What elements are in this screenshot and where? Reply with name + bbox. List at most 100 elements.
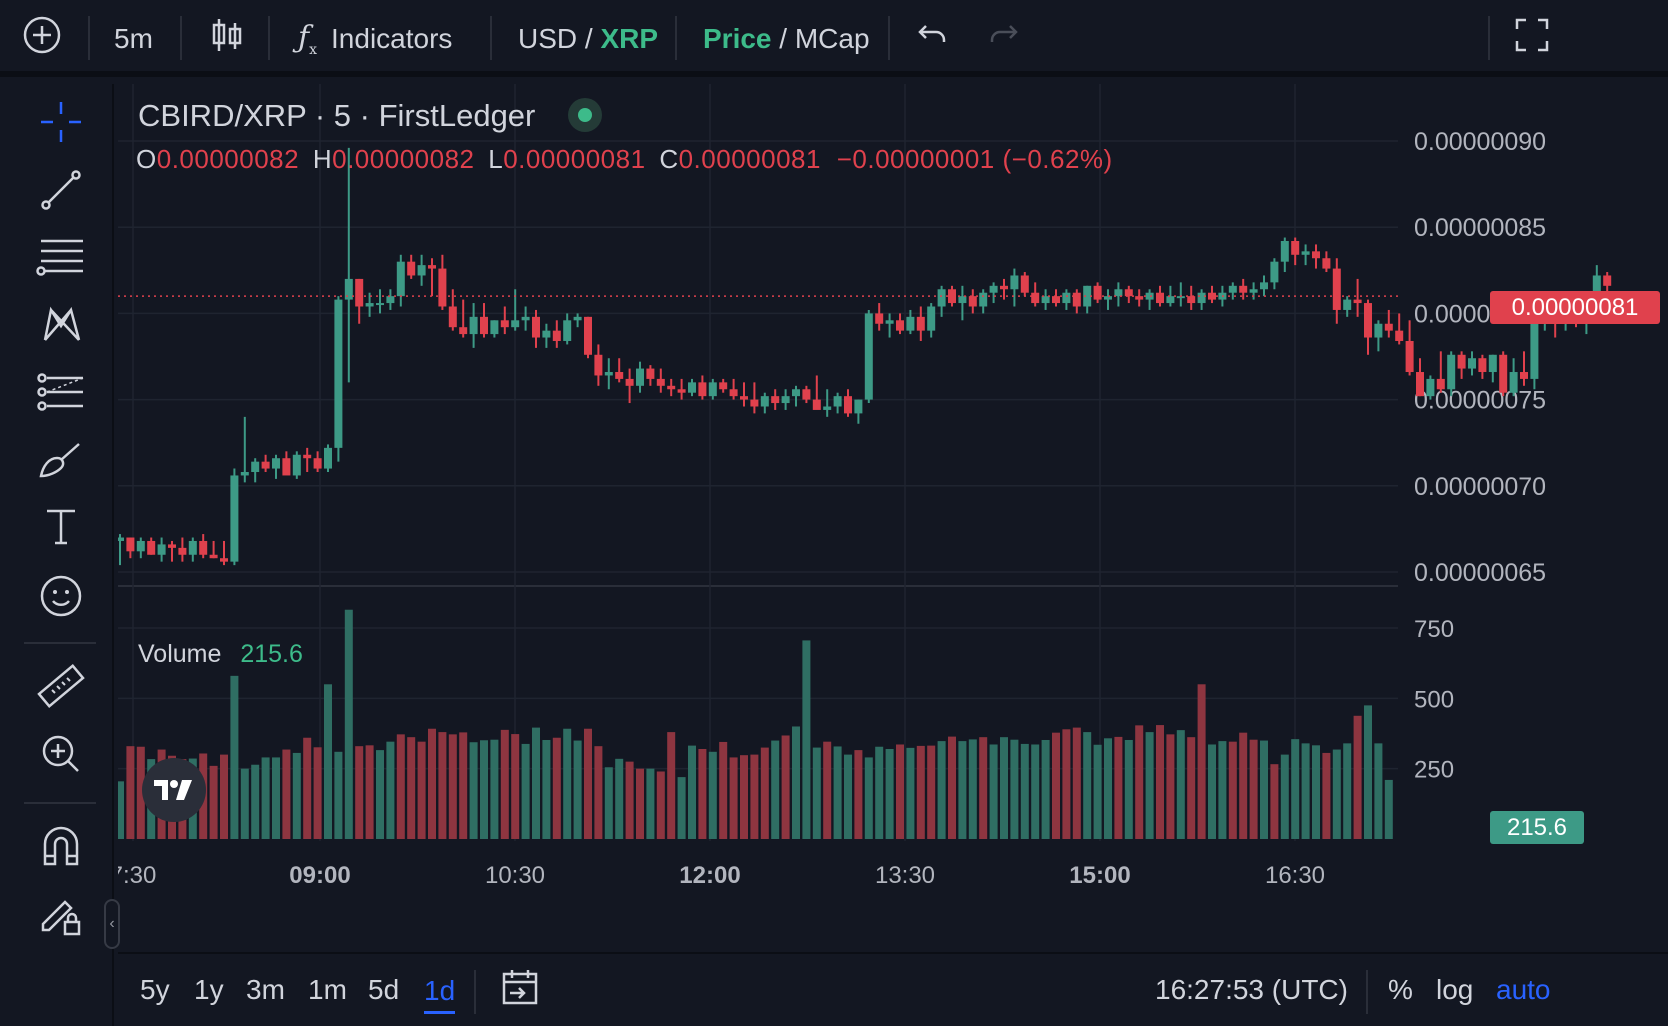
interval-button[interactable]: 5m	[114, 0, 153, 77]
last-price-tag: 0.00000081	[1490, 291, 1660, 324]
range-3m-button[interactable]: 3m	[246, 954, 285, 1026]
toolbar-divider	[888, 16, 890, 60]
volume-bar	[740, 755, 748, 839]
change-value: −0.00000001 (−0.62%)	[836, 144, 1113, 174]
candle-body	[1405, 340, 1414, 373]
candle-body	[1416, 372, 1424, 397]
volume-bar	[324, 684, 332, 839]
volume-bar	[906, 747, 915, 839]
chart-area[interactable]: 0.00000090 0.00000085 0.00000080 0.00000075…	[110, 84, 1668, 952]
candle-body	[896, 320, 904, 331]
volume-bar	[854, 750, 863, 839]
lock-drawings-tool[interactable]	[28, 886, 94, 946]
range-1d-button[interactable]: 1d	[424, 954, 456, 1026]
volume-bar	[1322, 752, 1331, 839]
candle-body	[1020, 275, 1029, 293]
candle-body	[1488, 354, 1497, 373]
volume-bar	[542, 739, 551, 839]
volume-bar	[490, 739, 499, 839]
prediction-tool[interactable]	[28, 364, 94, 424]
volume-bar	[386, 741, 395, 839]
volume-bar	[636, 768, 644, 839]
volume-bar	[459, 732, 468, 839]
goto-date-button[interactable]	[500, 954, 540, 1026]
candle-body	[1135, 296, 1144, 300]
range-5d-button[interactable]: 5d	[368, 954, 399, 1026]
candle-body	[532, 316, 540, 338]
zoom-tool[interactable]	[28, 726, 94, 786]
candle-body	[1124, 289, 1133, 297]
trendline-icon	[37, 166, 85, 219]
volume-bar	[1301, 743, 1310, 839]
undo-button[interactable]	[916, 0, 950, 77]
redo-button[interactable]	[986, 0, 1020, 77]
volume-bar	[1114, 736, 1123, 839]
emoji-tool[interactable]	[28, 568, 94, 628]
candle-body	[324, 447, 332, 469]
volume-bar	[1270, 764, 1279, 839]
range-5y-button[interactable]: 5y	[140, 954, 170, 1026]
candle-body	[136, 540, 145, 552]
chart-canvas[interactable]: 0.000000900.000000850.000000800.00000075…	[110, 84, 1668, 952]
percent-toggle[interactable]: %	[1388, 954, 1413, 1026]
volume-bar	[1280, 754, 1289, 839]
time-axis-label: 12:00	[679, 862, 740, 889]
range-1y-button[interactable]: 1y	[194, 954, 224, 1026]
toolbar-divider	[490, 16, 492, 60]
collapse-toolbar-button[interactable]: ‹	[104, 899, 120, 949]
indicators-button[interactable]: ƒx Indicators	[298, 0, 452, 77]
candle-body	[864, 313, 873, 400]
volume-bar	[1218, 741, 1227, 839]
fullscreen-button[interactable]	[1514, 0, 1550, 77]
candle-body	[1509, 372, 1518, 393]
volume-bar	[646, 768, 655, 839]
ruler-tool[interactable]	[28, 658, 94, 718]
volume-bar	[802, 640, 811, 839]
candle-body	[927, 306, 936, 331]
candle-body	[906, 316, 915, 331]
add-symbol-button[interactable]	[22, 0, 62, 77]
volume-bar	[937, 741, 946, 839]
trendline-tool[interactable]	[28, 162, 94, 222]
clock-display[interactable]: 16:27:53 (UTC)	[1155, 954, 1348, 1026]
price-mcap-toggle[interactable]: Price / MCap	[703, 0, 870, 77]
volume-bar	[511, 734, 520, 839]
low-value: 0.00000081	[503, 144, 646, 174]
crosshair-tool[interactable]	[28, 94, 94, 154]
log-toggle[interactable]: log	[1436, 954, 1473, 1026]
volume-bar	[1062, 729, 1071, 839]
volume-bar	[292, 752, 301, 839]
auto-toggle[interactable]: auto	[1496, 954, 1551, 1026]
candle-body	[459, 327, 468, 335]
magnet-tool[interactable]	[28, 818, 94, 878]
currency-toggle[interactable]: USD / XRP	[518, 0, 658, 77]
volume-bar	[615, 758, 624, 839]
volume-bar	[719, 741, 728, 839]
crosshair-icon	[37, 98, 85, 151]
candle-body	[1478, 358, 1487, 373]
volume-bar	[677, 777, 686, 839]
text-tool[interactable]	[28, 499, 94, 559]
candle-body	[1260, 282, 1268, 290]
volume-bar	[1249, 739, 1258, 839]
volume-bar	[1343, 743, 1352, 839]
volume-bar	[240, 768, 249, 839]
candle-body	[802, 389, 811, 400]
volume-bar	[573, 740, 582, 839]
time-axis-label: 09:00	[289, 862, 350, 889]
toolbar-divider	[675, 16, 677, 60]
range-1m-button[interactable]: 1m	[308, 954, 347, 1026]
volume-bar	[667, 732, 676, 839]
tradingview-logo[interactable]	[142, 758, 206, 822]
chart-type-button[interactable]	[210, 0, 244, 77]
fib-tool[interactable]	[28, 229, 94, 289]
pattern-tool[interactable]	[28, 296, 94, 356]
candle-body	[760, 396, 769, 407]
volume-bar	[1093, 744, 1102, 839]
volume-bar	[272, 757, 280, 839]
tv-logo-icon	[154, 780, 192, 800]
candle-body	[1270, 261, 1279, 283]
volume-bar	[885, 748, 894, 839]
volume-bar	[1384, 779, 1393, 839]
brush-tool[interactable]	[28, 432, 94, 492]
